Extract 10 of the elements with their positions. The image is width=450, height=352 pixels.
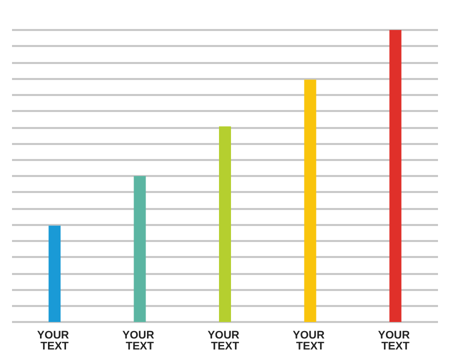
x-tick-label: YOUR TEXT bbox=[37, 330, 72, 352]
bar bbox=[389, 30, 402, 322]
x-tick-label: YOUR TEXT bbox=[378, 330, 413, 352]
bar bbox=[48, 226, 61, 322]
bar bbox=[219, 126, 231, 322]
x-tick-label: YOUR TEXT bbox=[292, 330, 328, 352]
x-tick-label: YOUR TEXT bbox=[122, 330, 158, 352]
x-tick-label: YOUR TEXT bbox=[208, 330, 242, 352]
bar bbox=[134, 176, 146, 322]
bar bbox=[304, 80, 316, 322]
